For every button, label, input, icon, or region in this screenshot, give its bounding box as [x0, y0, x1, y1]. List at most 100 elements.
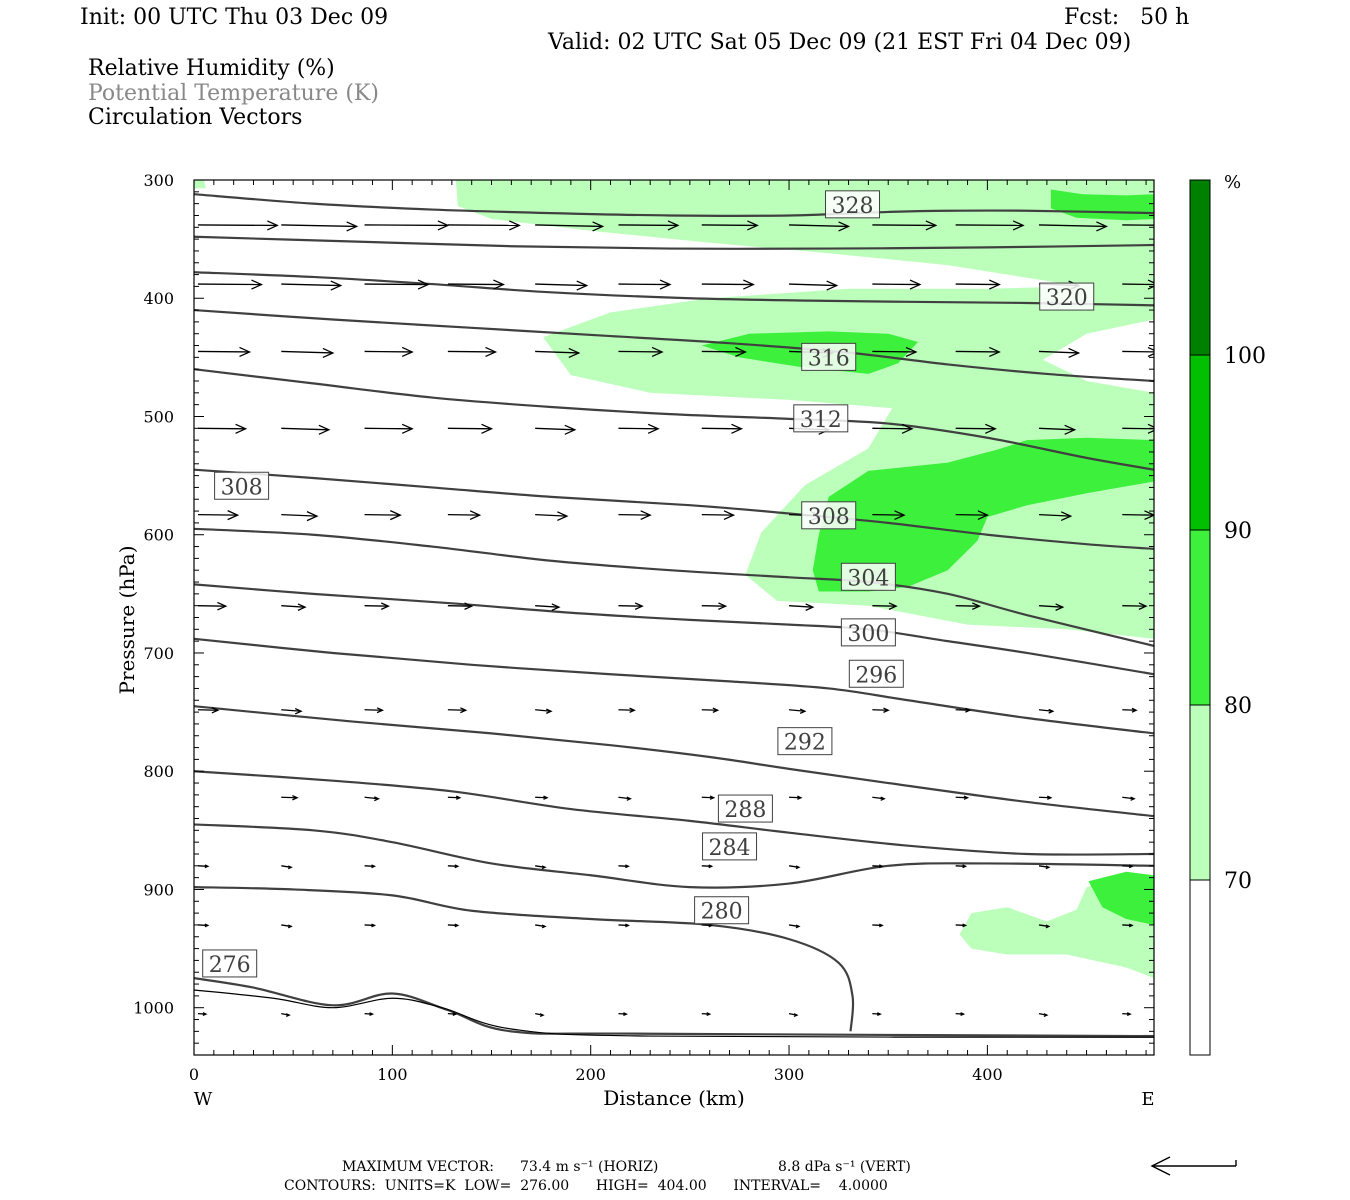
circulation-vector: [1038, 1012, 1049, 1018]
vector-head: [1055, 603, 1065, 611]
vector-shaft: [789, 224, 849, 228]
x-tick-label: 100: [377, 1065, 408, 1084]
circulation-vector: [1038, 708, 1055, 714]
circulation-vector: [197, 510, 240, 521]
circulation-vector: [535, 924, 547, 929]
circulation-vector: [618, 220, 680, 231]
vector-head: [202, 1012, 208, 1017]
vector-head: [963, 795, 970, 800]
theta-contour-292: [194, 705, 1154, 818]
vector-head: [551, 603, 561, 611]
theta-label-box: [801, 342, 857, 371]
colorbar-label: 90: [1224, 519, 1252, 544]
vector-head: [1060, 511, 1073, 522]
circulation-vector: [955, 602, 982, 610]
circulation-vector: [872, 923, 884, 928]
circulation-vector: [281, 511, 319, 522]
x-tick-label: 300: [774, 1065, 805, 1084]
vector-head: [877, 1012, 882, 1017]
circulation-vector: [618, 923, 630, 928]
circulation-vector: [872, 279, 922, 290]
vector-shaft: [618, 350, 663, 353]
circulation-vector: [701, 1012, 712, 1017]
vector-shaft: [281, 513, 318, 517]
circulation-vector: [364, 423, 414, 434]
vector-head: [985, 423, 997, 434]
vector-shaft: [618, 605, 643, 607]
circulation-vector: [364, 220, 450, 231]
circulation-vector: [447, 707, 468, 714]
theta-label-box: [840, 562, 896, 591]
vector-shaft: [1122, 513, 1154, 516]
vector-head: [743, 279, 755, 290]
vector-shaft: [701, 513, 734, 516]
vector-head: [883, 707, 890, 713]
vector-shaft: [447, 605, 472, 607]
circulation-vector: [788, 708, 807, 714]
circulation-vector: [281, 924, 293, 929]
vector-shaft: [955, 709, 970, 711]
vector-head: [235, 423, 248, 434]
theta-contour-288: [194, 770, 1154, 856]
circulation-vector: [364, 279, 430, 290]
circulation-vector: [1038, 424, 1077, 435]
vector-head: [878, 864, 884, 869]
vector-head: [706, 1012, 712, 1017]
vector-shaft: [789, 796, 801, 799]
theta-label-box: [825, 190, 881, 219]
theta-label-box: [702, 832, 758, 861]
circulation-vector: [1122, 279, 1154, 290]
circulation-vector: [197, 346, 252, 358]
circulation-vector: [955, 220, 1025, 231]
theta-contour-296: [194, 637, 1154, 735]
vector-head: [1048, 708, 1055, 714]
vector-shaft: [1122, 224, 1154, 226]
vector-shaft: [535, 796, 548, 799]
vector-shaft: [872, 350, 916, 353]
circulation-vector: [281, 707, 303, 715]
vector-head: [371, 923, 377, 928]
vector-head: [557, 511, 569, 522]
vector-head: [901, 423, 914, 434]
vector-shaft: [447, 350, 496, 353]
vector-shaft: [281, 224, 357, 228]
theta-label-box: [694, 896, 750, 925]
vector-head: [708, 864, 714, 869]
vector-shaft: [447, 283, 504, 286]
circulation-vector: [364, 864, 377, 869]
y-tick-label: 1000: [133, 999, 174, 1018]
circulation-vector: [789, 795, 803, 800]
vector-head: [651, 346, 664, 358]
circulation-vector: [701, 707, 720, 713]
vector-head: [1172, 221, 1182, 230]
circulation-vector: [872, 423, 914, 434]
circulation-vector: [447, 423, 494, 434]
circulation-vector: [955, 423, 997, 434]
theta-label-292: 292: [784, 731, 826, 756]
circulation-vector: [535, 511, 569, 522]
field-name-rh: Relative Humidity (%): [88, 56, 335, 81]
vector-head: [709, 795, 716, 800]
y-tick-label: 600: [143, 526, 174, 545]
circulation-vector: [535, 708, 553, 714]
vector-shaft: [364, 427, 413, 430]
theta-contour-304: [194, 527, 1154, 647]
theta-label-276: 276: [209, 953, 251, 978]
vector-shaft: [447, 513, 480, 516]
circulation-vector: [872, 864, 884, 869]
vector-shaft: [535, 283, 587, 287]
vector-shaft: [955, 605, 980, 607]
circulation-vector: [872, 1012, 882, 1017]
vector-shaft: [1038, 224, 1107, 228]
circulation-vector: [364, 923, 377, 928]
vector-shaft: [281, 427, 329, 431]
circulation-vector: [872, 346, 918, 358]
circulation-vector: [955, 923, 968, 928]
vector-head: [962, 923, 968, 928]
circulation-vector: [447, 864, 460, 869]
colorbar-label: 80: [1224, 694, 1252, 719]
circulation-vector: [197, 1012, 208, 1017]
colorbar: 70 80 90 100%: [1189, 172, 1266, 1056]
vector-head: [460, 707, 468, 714]
circulation-vector: [701, 279, 755, 290]
